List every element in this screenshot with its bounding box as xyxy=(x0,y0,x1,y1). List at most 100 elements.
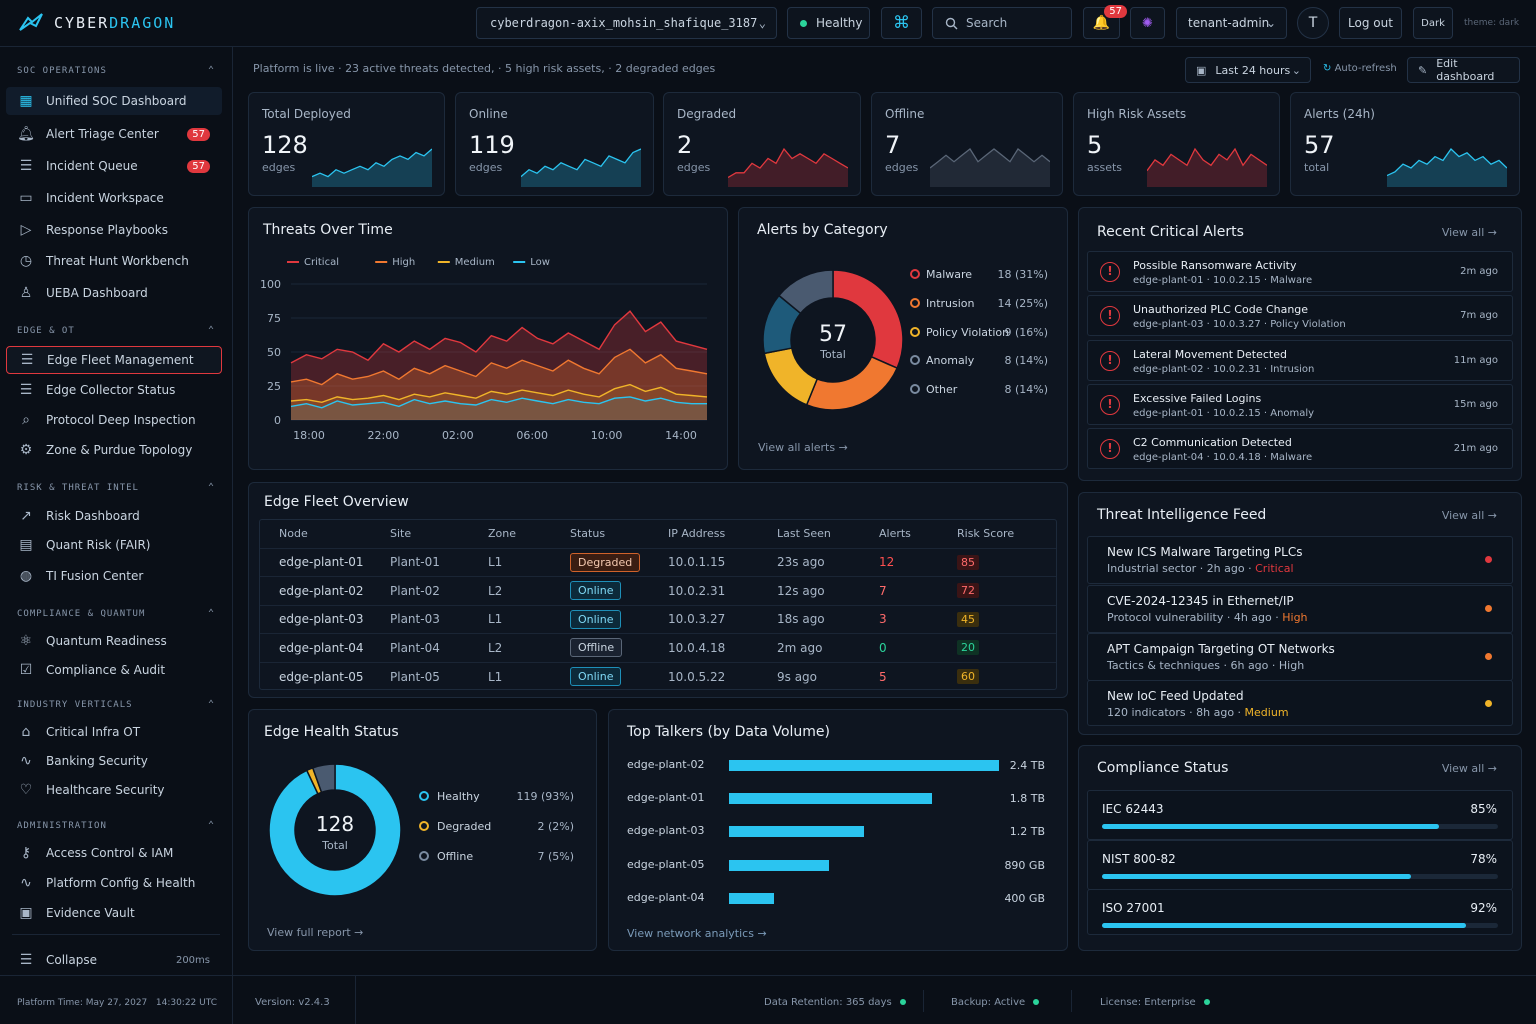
sidebar-item-edge-collector-status[interactable]: ☰ Edge Collector Status xyxy=(6,376,222,404)
column-header[interactable]: Risk Score xyxy=(957,527,1015,541)
compliance-item[interactable]: NIST 800-82 78% xyxy=(1087,839,1513,890)
feed-item[interactable]: New IoC Feed Updated 120 indicators · 8h … xyxy=(1087,680,1513,726)
edit-dashboard-button[interactable]: ✎ Edit dashboard xyxy=(1407,57,1520,83)
sidebar-item-banking-security[interactable]: ∿ Banking Security xyxy=(6,747,222,775)
view-all-link[interactable]: View all → xyxy=(1441,762,1497,775)
collapse-button[interactable]: ☰ Collapse 200ms xyxy=(6,946,222,974)
kpi-card-degraded[interactable]: Degraded 2 edges xyxy=(663,92,861,196)
legend-item-healthy[interactable]: Healthy 119 (93%) xyxy=(419,789,574,805)
alert-item[interactable]: ! Unauthorized PLC Code Change edge-plant-… xyxy=(1087,295,1513,337)
kpi-card-total-deployed[interactable]: Total Deployed 128 edges xyxy=(248,92,445,196)
sidebar-item-evidence-vault[interactable]: ▣ Evidence Vault xyxy=(6,899,222,927)
view-network-analytics-link[interactable]: View network analytics → xyxy=(627,927,767,940)
health-indicator[interactable]: Healthy xyxy=(787,7,870,39)
category-slice[interactable] xyxy=(805,355,899,411)
kpi-card-offline[interactable]: Offline 7 edges xyxy=(871,92,1063,196)
sidebar-item-incident-queue[interactable]: ☰ Incident Queue 57 xyxy=(6,152,222,180)
kpi-card-alerts-24h-[interactable]: Alerts (24h) 57 total xyxy=(1290,92,1520,196)
column-header[interactable]: Status xyxy=(570,527,606,541)
sidebar-item-access-control-iam[interactable]: ⚷ Access Control & IAM xyxy=(6,839,222,867)
view-all-alerts-link[interactable]: View all alerts → xyxy=(758,441,848,454)
legend-item-degraded[interactable]: Degraded 2 (2%) xyxy=(419,819,574,835)
table-row[interactable]: edge-plant-04 Plant-04 L2 Offline 10.0.4.18 2… xyxy=(260,633,1056,662)
talker-bar[interactable] xyxy=(729,760,999,771)
logo[interactable]: CYBERDRAGON xyxy=(18,12,175,34)
tenant-select[interactable]: cyberdragon-axix_mohsin_shafique_3187 ⌄ xyxy=(476,7,777,39)
legend-critical[interactable]: Critical xyxy=(304,257,339,268)
sidebar-item-quantum-readiness[interactable]: ⚛ Quantum Readiness xyxy=(6,627,222,655)
sidebar-item-risk-dashboard[interactable]: ↗ Risk Dashboard xyxy=(6,502,222,530)
sidebar-section-header[interactable]: RISK & THREAT INTEL ⌃ xyxy=(17,482,215,493)
legend-item-anomaly[interactable]: Anomaly 8 (14%) xyxy=(910,353,1048,369)
column-header[interactable]: IP Address xyxy=(668,527,726,541)
column-header[interactable]: Site xyxy=(390,527,412,541)
kpi-card-online[interactable]: Online 119 edges xyxy=(455,92,654,196)
command-palette-button[interactable]: ⌘ xyxy=(881,7,922,39)
sidebar-item-zone-purdue-topology[interactable]: ⚙ Zone & Purdue Topology xyxy=(6,436,222,464)
talker-bar[interactable] xyxy=(729,892,774,904)
sidebar-item-protocol-deep-inspection[interactable]: ⌕ Protocol Deep Inspection xyxy=(6,406,222,434)
column-header[interactable]: Zone xyxy=(488,527,517,541)
health-slice[interactable] xyxy=(311,763,336,794)
auto-refresh-toggle[interactable]: ↻ Auto-refresh xyxy=(1323,63,1397,74)
search-input[interactable]: Search xyxy=(932,7,1072,39)
sidebar-section-header[interactable]: INDUSTRY VERTICALS ⌃ xyxy=(17,699,215,710)
view-all-link[interactable]: View all → xyxy=(1441,509,1497,522)
table-row[interactable]: edge-plant-03 Plant-03 L1 Online 10.0.3.27 18… xyxy=(260,604,1056,634)
legend-item-policy-violation[interactable]: Policy Violation 9 (16%) xyxy=(910,325,1048,341)
column-header[interactable]: Alerts xyxy=(879,527,911,541)
sidebar-item-platform-config-health[interactable]: ∿ Platform Config & Health xyxy=(6,869,222,897)
legend-item-malware[interactable]: Malware 18 (31%) xyxy=(910,267,1048,283)
alert-item[interactable]: ! Possible Ransomware Activity edge-plant-… xyxy=(1087,251,1513,292)
legend-item-offline[interactable]: Offline 7 (5%) xyxy=(419,849,574,865)
sidebar-item-ueba-dashboard[interactable]: ♙ UEBA Dashboard xyxy=(6,279,222,307)
sidebar-item-response-playbooks[interactable]: ▷ Response Playbooks xyxy=(6,216,222,244)
role-select[interactable]: tenant-admin ⌄ xyxy=(1176,7,1287,39)
avatar[interactable]: T xyxy=(1297,7,1329,39)
table-row[interactable]: edge-plant-01 Plant-01 L1 Degraded 10.0.1.15… xyxy=(260,547,1056,577)
legend-item-other[interactable]: Other 8 (14%) xyxy=(910,382,1048,398)
column-header[interactable]: Node xyxy=(279,527,308,541)
sidebar-item-ti-fusion-center[interactable]: ◍ TI Fusion Center xyxy=(6,562,222,590)
sidebar-item-threat-hunt-workbench[interactable]: ◷ Threat Hunt Workbench xyxy=(6,247,222,275)
legend-medium[interactable]: Medium xyxy=(455,257,495,268)
sidebar-section-header[interactable]: COMPLIANCE & QUANTUM ⌃ xyxy=(17,608,215,619)
feed-item[interactable]: New ICS Malware Targeting PLCs Industrial… xyxy=(1087,536,1513,584)
feed-item[interactable]: CVE-2024-12345 in Ethernet/IP Protocol vu… xyxy=(1087,585,1513,633)
sidebar-item-quant-risk-fair[interactable]: ▤ Quant Risk (FAIR) xyxy=(6,531,222,559)
legend-item-intrusion[interactable]: Intrusion 14 (25%) xyxy=(910,296,1048,312)
sidebar-item-edge-fleet-management[interactable]: ☰ Edge Fleet Management xyxy=(6,346,222,374)
talker-bar[interactable] xyxy=(729,826,864,838)
notifications-button[interactable]: 🔔 57 xyxy=(1083,5,1127,39)
view-all-link[interactable]: View all → xyxy=(1441,226,1497,239)
feed-item[interactable]: APT Campaign Targeting OT Networks Tactic… xyxy=(1087,633,1513,681)
time-range-select[interactable]: ▣ Last 24 hours ⌄ xyxy=(1185,57,1311,83)
alert-item[interactable]: ! C2 Communication Detected edge-plant-04 … xyxy=(1087,428,1513,470)
view-full-report-link[interactable]: View full report → xyxy=(267,926,364,939)
alert-item[interactable]: ! Excessive Failed Logins edge-plant-01 · … xyxy=(1087,383,1513,425)
legend-low[interactable]: Low xyxy=(530,257,550,268)
compliance-item[interactable]: IEC 62443 85% xyxy=(1087,790,1513,840)
logout-button[interactable]: Log out xyxy=(1339,7,1402,39)
sidebar-section-header[interactable]: ADMINISTRATION ⌃ xyxy=(17,820,215,831)
sidebar-item-alert-triage-center[interactable]: 🔔︎ Alert Triage Center 57 xyxy=(6,120,222,148)
table-row[interactable]: edge-plant-02 Plant-02 L2 Online 10.0.2.31 12… xyxy=(260,576,1056,605)
talker-bar[interactable] xyxy=(729,859,830,871)
sidebar-section-header[interactable]: SOC OPERATIONS ⌃ xyxy=(17,65,215,76)
sidebar-item-unified-soc-dashboard[interactable]: ▦ Unified SOC Dashboard xyxy=(6,87,222,115)
legend-high[interactable]: High xyxy=(392,257,415,268)
compliance-item[interactable]: ISO 27001 92% xyxy=(1087,889,1513,935)
column-header[interactable]: Last Seen xyxy=(777,527,831,541)
sidebar-item-healthcare-security[interactable]: ♡ Healthcare Security xyxy=(6,776,222,804)
health-slice[interactable] xyxy=(268,763,402,897)
ai-assistant-button[interactable]: ✺ xyxy=(1130,7,1165,39)
sidebar-item-critical-infra-ot[interactable]: ⌂ Critical Infra OT xyxy=(6,718,222,746)
sidebar-item-compliance-audit[interactable]: ☑ Compliance & Audit xyxy=(6,656,222,684)
talker-bar[interactable] xyxy=(729,793,932,805)
table-row[interactable]: edge-plant-05 Plant-05 L1 Online 10.0.5.22 9s… xyxy=(260,661,1056,689)
kpi-card-high-risk-assets[interactable]: High Risk Assets 5 assets xyxy=(1073,92,1280,196)
theme-toggle-button[interactable]: Dark xyxy=(1413,7,1453,39)
alert-item[interactable]: ! Lateral Movement Detected edge-plant-02 … xyxy=(1087,339,1513,381)
sidebar-item-incident-workspace[interactable]: ▭ Incident Workspace xyxy=(6,184,222,212)
sidebar-section-header[interactable]: EDGE & OT ⌃ xyxy=(17,325,215,336)
